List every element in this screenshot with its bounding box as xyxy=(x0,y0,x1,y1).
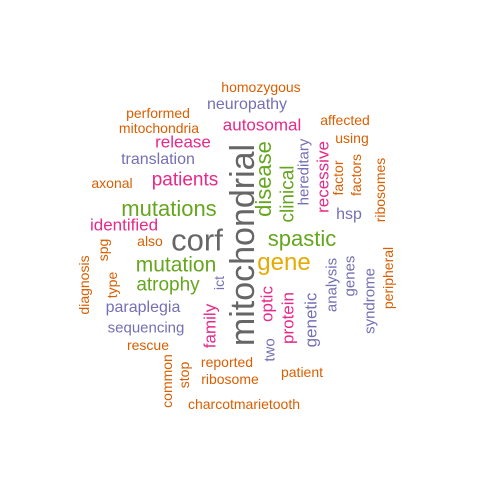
word-factors: factors xyxy=(348,153,364,197)
word-ribosome: ribosome xyxy=(201,371,259,387)
word-translation: translation xyxy=(121,151,195,168)
word-stop: stop xyxy=(176,361,192,389)
word-analysis: analysis xyxy=(323,257,341,313)
word-release: release xyxy=(155,132,211,152)
word-two: two xyxy=(261,338,279,362)
word-mutations: mutations xyxy=(121,196,217,221)
word-affected: affected xyxy=(320,112,370,128)
word-hereditary: hereditary xyxy=(295,138,313,206)
word-homozygous: homozygous xyxy=(221,79,301,95)
word-spastic: spastic xyxy=(267,226,337,251)
word-atrophy: atrophy xyxy=(136,274,200,296)
word-family: family xyxy=(200,303,220,349)
word-mutation: mutation xyxy=(135,253,217,277)
word-also: also xyxy=(137,233,163,249)
word-performed: performed xyxy=(126,105,190,121)
word-identified: identified xyxy=(89,215,159,235)
word-ict: ict xyxy=(211,276,227,290)
word-protein: protein xyxy=(278,292,298,344)
word-genetic: genetic xyxy=(301,292,321,348)
word-ribosomes: ribosomes xyxy=(372,157,388,223)
word-genes: genes xyxy=(341,255,359,297)
word-optic: optic xyxy=(257,286,277,322)
word-common: common xyxy=(159,354,175,408)
word-paraplegia: paraplegia xyxy=(105,299,181,316)
word-mitochondria: mitochondria xyxy=(118,120,200,136)
word-patient: patient xyxy=(280,364,324,380)
word-diagnosis: diagnosis xyxy=(76,255,92,315)
word-corf: corf xyxy=(171,222,223,258)
word-spg: spg xyxy=(95,238,111,262)
word-recessive: recessive xyxy=(313,141,333,213)
word-disease: disease xyxy=(251,141,276,217)
word-rescue: rescue xyxy=(126,337,170,353)
word-gene: gene xyxy=(257,249,311,276)
word-axonal: axonal xyxy=(91,175,133,191)
word-factor: factor xyxy=(330,160,346,196)
word-syndrome: syndrome xyxy=(361,268,379,334)
word-patients: patients xyxy=(151,169,219,191)
word-neuropathy: neuropathy xyxy=(206,96,288,113)
word-peripheral: peripheral xyxy=(380,246,396,310)
word-charcotmarietooth: charcotmarietooth xyxy=(187,396,301,412)
word-sequencing: sequencing xyxy=(107,319,185,337)
word-hsp: hsp xyxy=(336,206,362,223)
word-reported: reported xyxy=(200,354,254,370)
word-type: type xyxy=(104,271,120,299)
word-using: using xyxy=(335,130,369,146)
word-autosomal: autosomal xyxy=(222,115,302,135)
